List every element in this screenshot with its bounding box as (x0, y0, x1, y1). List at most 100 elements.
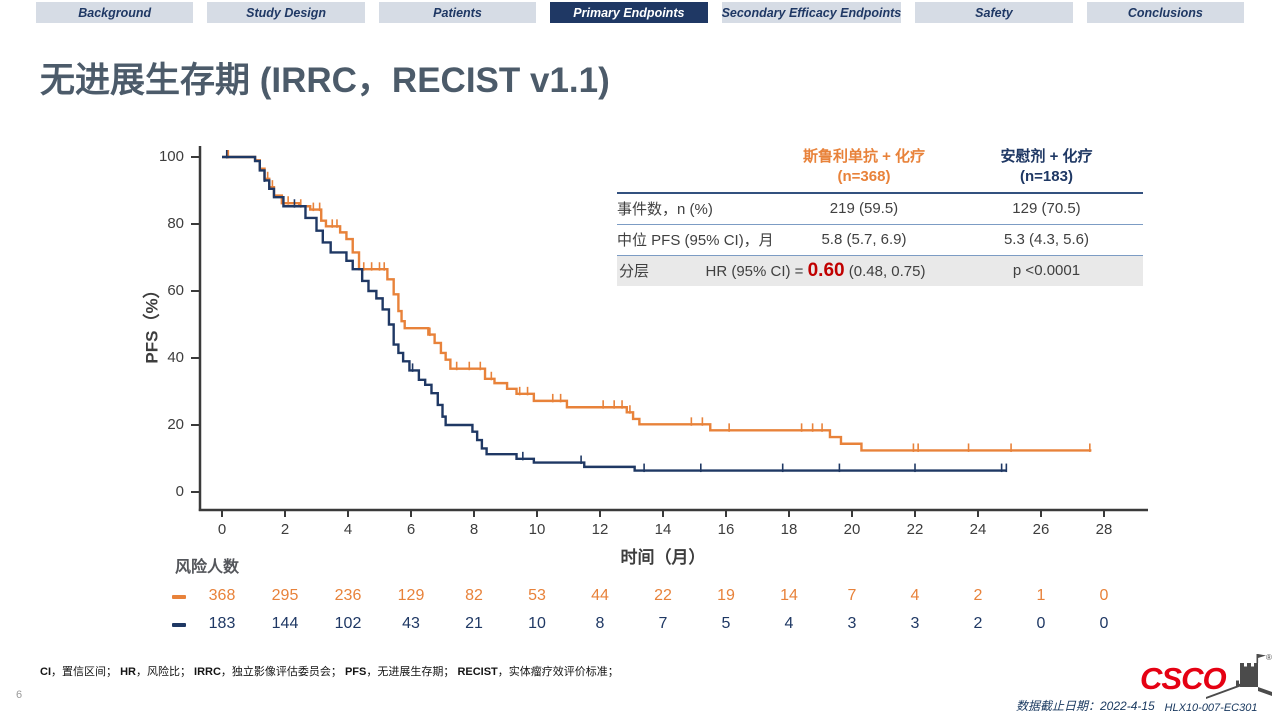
risk-count: 2 (973, 615, 983, 632)
risk-count: 43 (402, 615, 420, 632)
page-title: 无进展生存期 (IRRC，RECIST v1.1) (40, 61, 610, 100)
hr-value: 0.60 (807, 259, 845, 281)
risk-count: 183 (208, 615, 236, 632)
risk-count: 3 (847, 615, 857, 632)
risk-count: 4 (910, 587, 920, 604)
y-tick-label: 80 (167, 215, 184, 232)
median-pfs-label: 中位 PFS (95% CI)，月 (617, 232, 774, 249)
risk-count: 236 (334, 587, 362, 604)
risk-count: 7 (658, 615, 668, 632)
svg-text:®: ® (1266, 653, 1272, 662)
data-cutoff-date: 数据截止日期：2022-4-15 (1016, 699, 1155, 713)
events-label: 事件数，n (%) (617, 201, 713, 218)
x-tick-label: 12 (591, 521, 609, 538)
footnote-segment: ，实体瘤疗效评价标准； (497, 666, 619, 678)
x-tick-label: 2 (280, 521, 290, 538)
serplulimab-arm-n: (n=368) (837, 168, 891, 186)
risk-count: 0 (1099, 587, 1109, 604)
tab-bar: Background Study Design Patients Primary… (0, 2, 1280, 23)
y-tick-label: 60 (167, 282, 184, 299)
tab-safety[interactable]: Safety (915, 2, 1073, 23)
risk-count: 129 (397, 587, 425, 604)
x-tick-label: 16 (717, 521, 735, 538)
stats-row-events: 事件数，n (%) 219 (59.5) 129 (70.5) (617, 194, 1143, 225)
x-tick-label: 8 (469, 521, 479, 538)
risk-count: 1 (1036, 587, 1046, 604)
footnote-segment: ，独立影像评估委员会； (220, 666, 345, 678)
csco-logo: ® CSCO (1140, 650, 1278, 700)
legend-dash-icon (172, 623, 186, 627)
risk-count: 22 (654, 587, 672, 604)
y-tick-label: 40 (167, 349, 184, 366)
stats-table-header: 斯鲁利单抗 + 化疗 (n=368) 安慰剂 + 化疗 (n=183) (617, 147, 1143, 194)
events-placebo: 129 (70.5) (1012, 200, 1081, 217)
risk-count: 21 (465, 615, 483, 632)
study-id: HLX10-007-EC301 (1164, 702, 1258, 714)
placebo-arm-n: (n=183) (1020, 168, 1073, 186)
x-tick-label: 14 (654, 521, 672, 538)
x-tick-label: 10 (528, 521, 546, 538)
risk-row-serplulimab: 368 295 236 129 82 53 44 22 19 14 7 4 2 1 0 (0, 587, 1280, 607)
hr-ci: (0.48, 0.75) (844, 262, 926, 280)
risk-count: 0 (1036, 615, 1046, 632)
footnote: CI，置信区间； HR，风险比； IRRC，独立影像评估委员会； PFS，无进展… (40, 663, 619, 679)
stats-row-median-pfs: 中位 PFS (95% CI)，月 5.8 (5.7, 6.9) 5.3 (4.… (617, 225, 1143, 256)
median-pfs-placebo: 5.3 (4.3, 5.6) (1003, 231, 1090, 248)
risk-count: 10 (528, 615, 546, 632)
risk-count: 0 (1099, 615, 1109, 632)
csco-wordmark: CSCO (1140, 661, 1226, 696)
x-tick-label: 18 (780, 521, 798, 538)
risk-count: 4 (784, 615, 794, 632)
y-tick-label: 100 (158, 148, 184, 165)
stats-table: 斯鲁利单抗 + 化疗 (n=368) 安慰剂 + 化疗 (n=183) 事件数，… (617, 147, 1143, 286)
stats-header-placebo: 安慰剂 + 化疗 (n=183) (950, 147, 1143, 188)
stats-header-serplulimab: 斯鲁利单抗 + 化疗 (n=368) (778, 147, 950, 188)
x-tick-label: 0 (217, 521, 227, 538)
x-tick-label: 6 (406, 521, 416, 538)
x-tick-label: 22 (906, 521, 924, 538)
risk-count: 14 (780, 587, 798, 604)
risk-count: 7 (847, 587, 857, 604)
x-tick-label: 20 (843, 521, 861, 538)
km-curve-placebo-chemo (222, 155, 1007, 472)
tab-primary-endpoints[interactable]: Primary Endpoints (550, 2, 708, 23)
y-axis-title: PFS（%） (142, 281, 162, 364)
tab-conclusions[interactable]: Conclusions (1086, 2, 1245, 23)
risk-count: 53 (528, 587, 546, 604)
footnote-segment: RECIST (457, 666, 498, 678)
risk-row-placebo: 183 144 102 43 21 10 8 7 5 4 3 3 2 0 0 (0, 615, 1280, 635)
csco-logo-graphic: ® CSCO (1140, 653, 1272, 699)
stats-row-hazard-ratio: 分层 HR (95% CI) = 0.60 (0.48, 0.75) p <0.… (617, 255, 1143, 286)
tab-background[interactable]: Background (36, 2, 194, 23)
footnote-segment: HR (120, 666, 136, 678)
footnote-segment: CI (40, 666, 51, 678)
risk-count: 5 (721, 615, 731, 632)
stratified-label: 分层 (619, 263, 650, 280)
tab-secondary-efficacy-endpoints[interactable]: Secondary Efficacy Endpoints (721, 2, 902, 23)
footnote-segment: ，无进展生存期； (366, 666, 458, 678)
events-serplulimab: 219 (59.5) (829, 200, 899, 217)
risk-count: 2 (973, 587, 983, 604)
risk-table-title: 风险人数 (175, 559, 240, 576)
footnote-segment: ，风险比； (135, 666, 195, 678)
great-wall-icon: ® (1206, 653, 1272, 699)
risk-count: 82 (465, 587, 483, 604)
x-axis-title: 时间（月） (620, 548, 706, 567)
risk-count: 102 (334, 615, 362, 632)
median-pfs-serplulimab: 5.8 (5.7, 6.9) (821, 231, 907, 248)
x-tick-label: 24 (969, 521, 987, 538)
y-tick-label: 0 (175, 483, 184, 500)
tab-patients[interactable]: Patients (378, 2, 537, 23)
footnote-segment: IRRC (194, 666, 221, 678)
footnote-segment: ，置信区间； (51, 666, 121, 678)
p-value: p <0.0001 (1012, 262, 1081, 279)
serplulimab-arm-label: 斯鲁利单抗 + 化疗 (802, 148, 926, 165)
tab-study-design[interactable]: Study Design (207, 2, 365, 23)
stats-header-spacer (617, 147, 778, 188)
x-tick-label: 28 (1095, 521, 1113, 538)
risk-count: 368 (208, 587, 236, 604)
legend-dash-icon (172, 595, 186, 599)
x-tick-label: 4 (343, 521, 353, 538)
